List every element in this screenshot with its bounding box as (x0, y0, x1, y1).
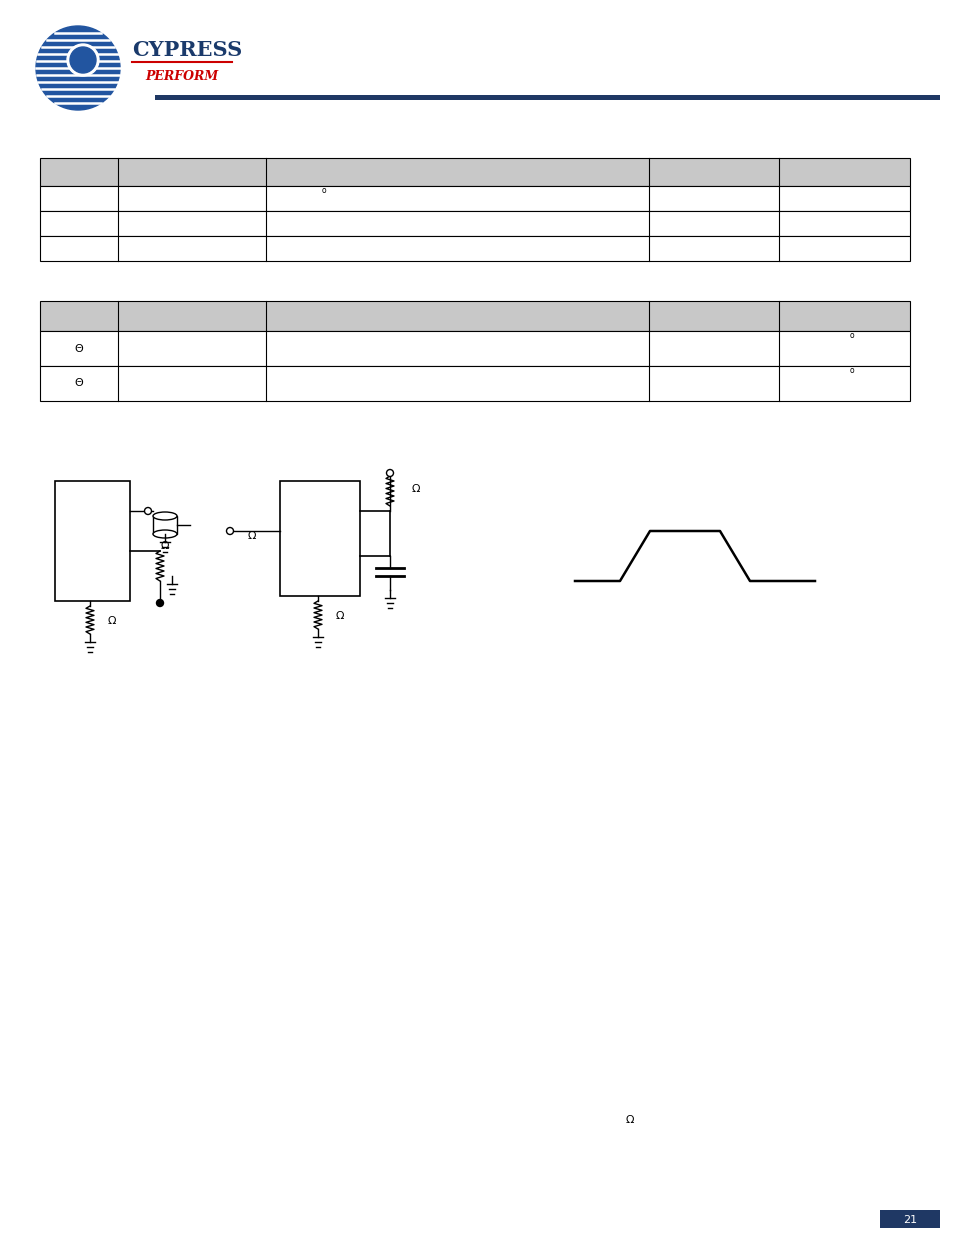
Circle shape (70, 47, 96, 73)
Text: Θ: Θ (74, 343, 84, 353)
Bar (280, 480, 359, 597)
Text: Ω: Ω (335, 611, 344, 621)
Bar (40, 366, 909, 401)
Circle shape (156, 599, 163, 606)
Ellipse shape (152, 530, 177, 538)
Bar (40, 301, 909, 331)
Bar (55, 480, 130, 601)
Bar (152, 516, 177, 534)
Text: Θ: Θ (74, 378, 84, 389)
Bar (40, 331, 909, 366)
Text: CYPRESS: CYPRESS (132, 40, 242, 61)
Ellipse shape (152, 513, 177, 520)
Text: Ω: Ω (161, 541, 169, 551)
Text: o: o (849, 366, 854, 375)
Text: Ω: Ω (412, 484, 420, 494)
Text: Ω: Ω (108, 616, 116, 626)
Text: PERFORM: PERFORM (145, 69, 218, 83)
Text: o: o (849, 331, 854, 340)
Text: Ω: Ω (625, 1115, 634, 1125)
Circle shape (386, 469, 393, 477)
Text: o: o (321, 186, 326, 195)
Bar (40, 211, 909, 236)
Circle shape (144, 508, 152, 515)
Bar (154, 95, 939, 100)
Circle shape (67, 44, 99, 77)
Bar (40, 236, 909, 261)
Circle shape (226, 527, 233, 535)
Text: 21: 21 (902, 1215, 916, 1225)
Bar (40, 158, 909, 186)
Circle shape (36, 26, 120, 110)
Bar (879, 1210, 939, 1228)
Bar (40, 186, 909, 211)
Text: Ω: Ω (248, 531, 256, 541)
